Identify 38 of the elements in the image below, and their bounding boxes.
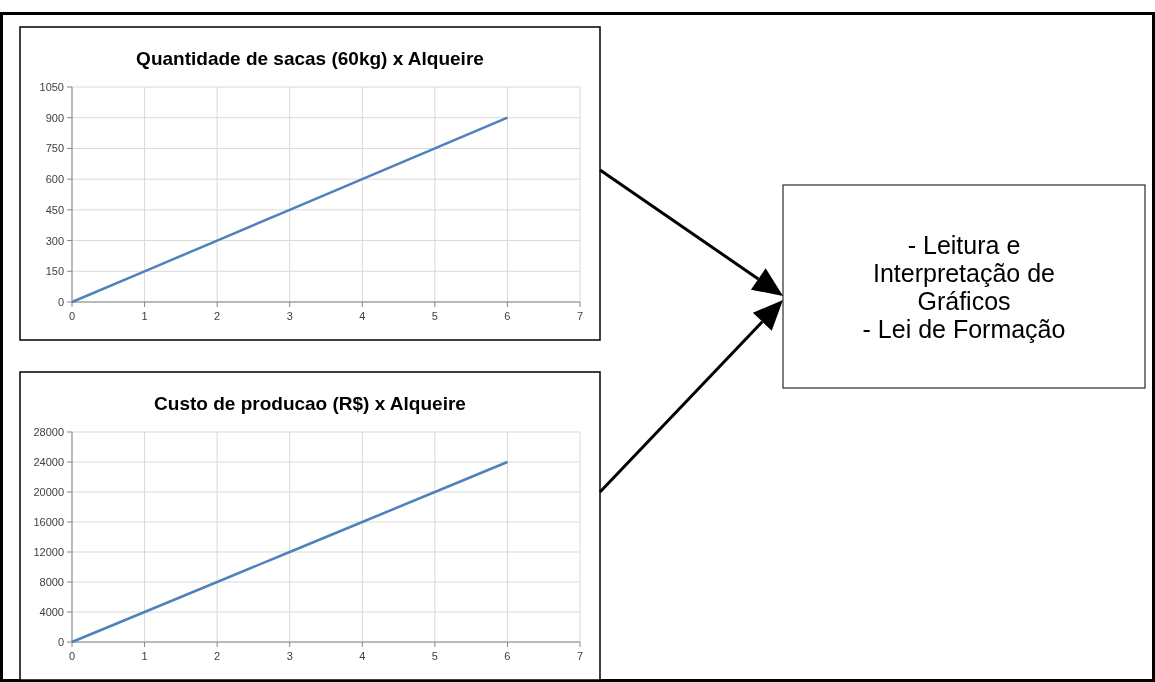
y-tick-label: 150 [45,265,64,278]
y-tick-label: 300 [45,234,64,247]
text: - Lei de Formação [862,314,1066,343]
y-tick-label: 12000 [33,546,64,558]
x-tick-label: 5 [431,310,438,322]
line-series [70,460,509,644]
x-tick-label: 4 [359,650,366,662]
text: - Leitura e Interpretação de Gráficos [872,230,1056,315]
x-tick-label: 1 [141,310,148,322]
y-tick-label: 0 [57,296,64,308]
y-tick-label: 20000 [33,486,64,498]
x-tick-label: 0 [68,650,76,662]
y-tick-label: 28000 [33,426,64,438]
x-tick-label: 0 [68,310,76,322]
y-tick-label: 4000 [39,606,64,618]
x-tick-label: 4 [359,310,366,322]
chart-title: Custo de producao (R$) x Alqueire [154,393,466,414]
y-tick-label: 0 [57,636,64,648]
x-tick-label: 7 [576,650,584,662]
chart-title: Quantidade de sacas (60kg) x Alqueire [136,48,484,69]
x-tick-label: 3 [286,650,293,662]
y-tick-label: 900 [45,111,64,124]
y-tick-label: 24000 [33,456,64,468]
y-tick-label: 750 [45,142,64,155]
y-tick-label: 600 [45,173,64,186]
x-tick-label: 6 [504,310,511,322]
x-tick-label: 2 [214,650,221,662]
x-tick-label: 7 [576,310,584,322]
line-series [70,116,509,304]
y-tick-label: 8000 [39,576,64,588]
y-tick-label: 1050 [39,81,64,93]
x-tick-label: 1 [141,650,148,662]
y-tick-label: 16000 [33,516,64,528]
x-tick-label: 3 [286,310,293,322]
x-tick-label: 2 [214,310,221,322]
y-tick-label: 450 [45,203,64,216]
x-tick-label: 5 [431,650,438,662]
x-tick-label: 6 [504,650,511,662]
